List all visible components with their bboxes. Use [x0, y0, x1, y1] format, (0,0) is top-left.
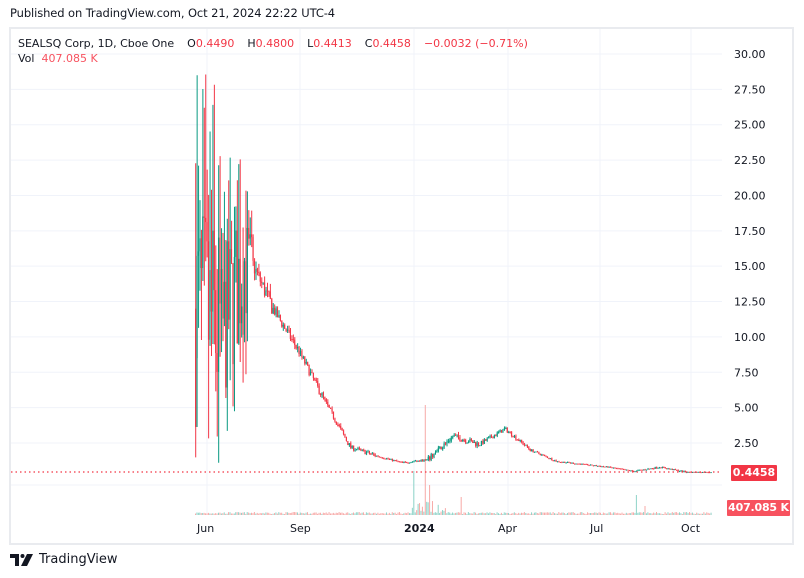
low-value: 0.4413: [313, 37, 352, 50]
brand-name: TradingView: [39, 552, 118, 567]
open-value: 0.4490: [195, 37, 235, 50]
time-tick-label: Oct: [681, 522, 701, 535]
time-tick-label: Jun: [197, 522, 215, 535]
price-tick-label: 5.00: [734, 402, 759, 415]
tradingview-brand[interactable]: TradingView: [10, 552, 118, 567]
volume-legend: Vol 407.085 K: [18, 52, 98, 65]
time-tick-label: 2024: [404, 522, 435, 535]
price-tick-label: 15.00: [734, 260, 766, 273]
time-tick-label: Sep: [290, 522, 311, 535]
price-tick-label: 30.00: [734, 48, 766, 61]
price-tick-label: 7.50: [734, 366, 759, 379]
volume-value: 407.085 K: [41, 52, 98, 65]
chart-frame: [9, 27, 794, 545]
chart-grid: [11, 29, 722, 515]
low-label: L: [307, 37, 314, 50]
price-tick-label: 17.50: [734, 225, 766, 238]
tradingview-logo-icon: [10, 553, 33, 566]
change-value: −0.0032 (−0.71%): [423, 37, 528, 50]
high-label: H: [247, 37, 256, 50]
price-axis: 30.00 27.50 25.00 22.50 20.00 17.50 15.00 12.50…: [734, 48, 766, 450]
time-tick-label: Jul: [590, 522, 604, 535]
open-label: O: [187, 37, 196, 50]
volume-bars: [195, 405, 712, 515]
close-value: 0.4458: [372, 37, 411, 50]
price-tick-label: 2.50: [734, 437, 759, 450]
symbol-title: SEALSQ Corp, 1D, Cboe One: [18, 37, 175, 50]
published-notice: Published on TradingView.com, Oct 21, 20…: [10, 6, 336, 20]
price-tick-label: 25.00: [734, 119, 766, 132]
candlesticks: [195, 74, 712, 474]
price-tick-label: 22.50: [734, 154, 766, 167]
price-tick-label: 10.00: [734, 331, 766, 344]
price-tick-label: 12.50: [734, 296, 766, 309]
symbol-legend: SEALSQ Corp, 1D, Cboe One O0.4490 H0.480…: [18, 36, 528, 52]
price-tick-label: 27.50: [734, 83, 766, 96]
high-value: 0.4800: [255, 37, 295, 50]
price-tick-label: 20.00: [734, 189, 766, 202]
volume-badge: 407.085 K: [727, 500, 790, 516]
time-tick-label: Apr: [498, 522, 518, 535]
volume-label: Vol: [18, 52, 35, 65]
current-price-badge: 0.4458: [731, 465, 777, 481]
close-label: C: [364, 37, 373, 50]
